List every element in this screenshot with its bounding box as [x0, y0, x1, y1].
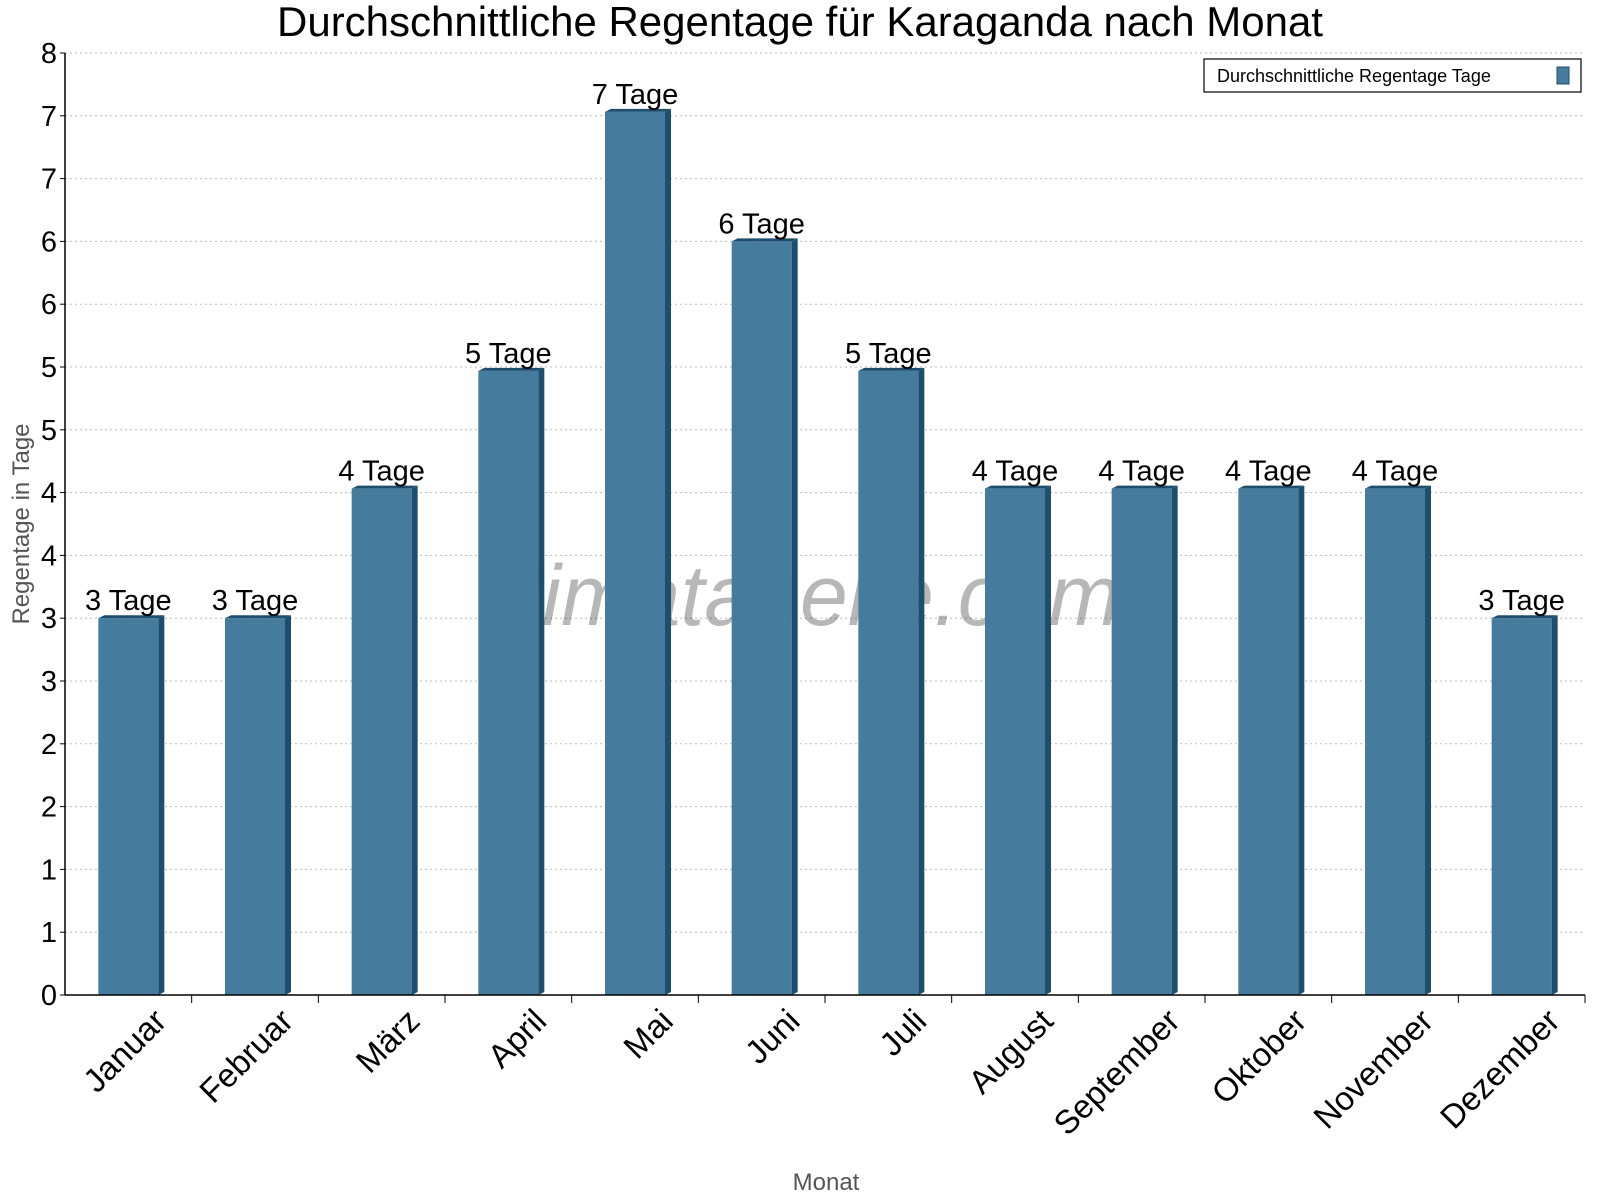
bar-top [1365, 485, 1431, 489]
bar-side [665, 108, 671, 995]
x-tick-label: Januar [76, 1002, 174, 1100]
x-tick-label: Juni [738, 1002, 807, 1071]
bar-top [98, 615, 165, 619]
y-tick-label: 3 [41, 603, 57, 635]
y-tick-label: 1 [41, 854, 57, 886]
bar [985, 488, 1045, 995]
x-tick-label: Oktober [1204, 1002, 1313, 1111]
x-tick-label: Februar [192, 1002, 300, 1110]
y-tick-label: 7 [41, 164, 57, 196]
y-tick-label: 6 [41, 226, 57, 258]
bar-side [285, 615, 291, 995]
data-label: 4 Tage [338, 456, 425, 488]
bar-top [1111, 485, 1178, 489]
x-axis-label: Monat [793, 1169, 860, 1196]
bar [98, 618, 159, 995]
legend: Durchschnittliche Regentage Tage [1203, 58, 1582, 93]
bar [858, 370, 919, 995]
bar [1238, 488, 1299, 995]
bar-top [731, 238, 798, 242]
chart-title: Durchschnittliche Regentage für Karagand… [277, 0, 1323, 45]
bar [351, 488, 412, 995]
y-axis-label: Regentage in Tage [8, 423, 35, 624]
bar-top [1491, 615, 1558, 619]
y-tick-label: 2 [41, 792, 57, 824]
bar-top [985, 485, 1051, 489]
y-tick-label: 6 [41, 289, 57, 321]
y-tick-label: 8 [41, 38, 57, 70]
x-tick-label: Mai [616, 1002, 680, 1066]
x-tick-label: Juli [872, 1002, 933, 1063]
data-label: 3 Tage [212, 585, 299, 617]
bar-top [225, 615, 291, 619]
y-tick-label: 3 [41, 666, 57, 698]
x-tick-label: Dezember [1433, 1002, 1567, 1136]
bar [1491, 618, 1552, 995]
bar-top [1238, 485, 1305, 489]
y-tick-label: 2 [41, 729, 57, 761]
legend-label: Durchschnittliche Regentage Tage [1217, 66, 1491, 86]
data-label: 5 Tage [465, 338, 552, 370]
data-label: 5 Tage [845, 338, 932, 370]
data-label: 6 Tage [718, 208, 805, 240]
y-tick-label: 1 [41, 917, 57, 949]
legend-swatch [1556, 66, 1570, 85]
bar-side [1551, 615, 1558, 995]
bar [731, 241, 792, 995]
bar-side [158, 615, 165, 995]
bar [478, 370, 539, 995]
bar [605, 111, 665, 995]
bar-top [605, 108, 671, 112]
x-tick-label: April [480, 1002, 553, 1075]
legend-box [1203, 58, 1582, 93]
x-tick-label: März [349, 1002, 427, 1080]
y-tick-label: 0 [41, 980, 57, 1012]
bar-top [351, 485, 418, 489]
data-label: 3 Tage [85, 585, 172, 617]
data-label: 4 Tage [1352, 456, 1439, 488]
bar [225, 618, 285, 995]
bar-side [918, 367, 925, 995]
bar-side [538, 367, 545, 995]
bar-side [791, 238, 798, 995]
bar [1365, 488, 1425, 995]
y-tick-label: 4 [41, 540, 57, 572]
bar-side [1298, 485, 1305, 995]
bar [1111, 488, 1172, 995]
y-tick-label: 4 [41, 478, 57, 510]
y-tick-label: 5 [41, 352, 57, 384]
bar-side [1171, 485, 1178, 995]
x-tick-label: August [961, 1002, 1060, 1101]
x-tick-label: September [1046, 1002, 1186, 1142]
x-tick-label: November [1306, 1002, 1440, 1136]
y-tick-label: 5 [41, 415, 57, 447]
bar-top [478, 367, 545, 371]
bar-top [858, 367, 925, 371]
bar-side [1045, 485, 1051, 995]
data-label: 7 Tage [592, 79, 679, 111]
data-label: 4 Tage [1098, 456, 1185, 488]
bar-side [1425, 485, 1431, 995]
data-label: 4 Tage [1225, 456, 1312, 488]
y-tick-label: 7 [41, 101, 57, 133]
data-label: 4 Tage [972, 456, 1059, 488]
data-label: 3 Tage [1478, 585, 1565, 617]
bar-side [411, 485, 418, 995]
